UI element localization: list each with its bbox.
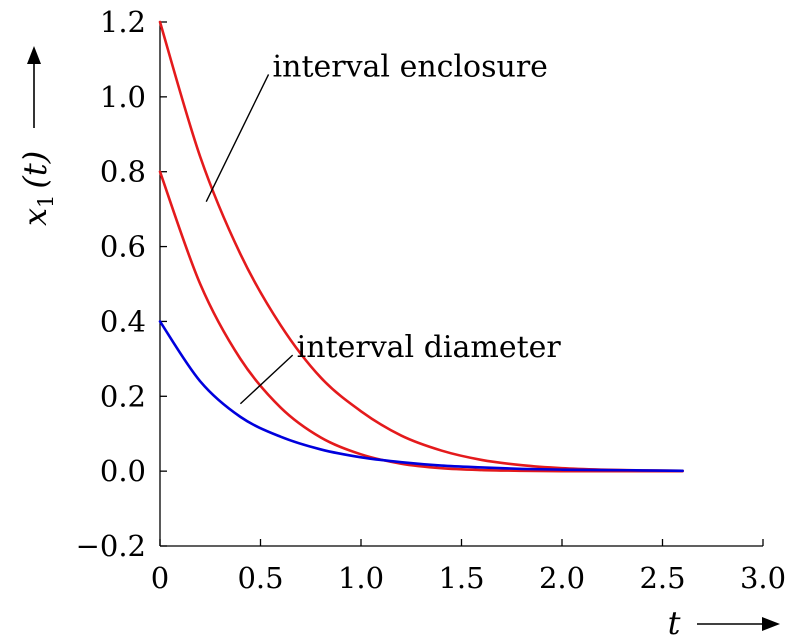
y-tick-label: 0.2 [100,379,146,413]
annotation-enclosure-label: interval enclosure [273,49,548,84]
x-axis-title: t [668,604,681,639]
annotation-layer: interval enclosure interval diameter [205,49,562,405]
x-tick-label: 3.0 [740,561,786,595]
series-layer [158,20,684,473]
x-tick-label: 0.5 [237,561,283,595]
x-tick-label: 2.5 [639,561,685,595]
y-tick-label: −0.2 [76,529,146,563]
x-tick-label: 0 [151,561,169,595]
y-tick-label: 0.6 [100,230,146,264]
y-axis-title: x1 (t) [16,151,58,226]
x-axis-arrow-head [762,617,780,631]
y-axis-title-main: x [16,208,54,226]
y-tick-label: 0.4 [100,304,146,338]
x-tick-label: 2.0 [539,561,585,595]
y-tick-label: 0.8 [100,155,146,189]
y-tick-label: 0.0 [100,454,146,488]
annotation-diameter-label: interval diameter [297,330,562,365]
enclosure-upper-line [158,20,684,473]
diameter-line [158,320,684,473]
y-tick-label: 1.2 [100,5,146,39]
x-tick-label: 1.0 [338,561,384,595]
y-tick-label: 1.0 [100,80,146,114]
y-axis-title-text: x1 (t) [16,151,58,226]
x-tick-label: 1.5 [438,561,484,595]
y-axis-arrow-head [27,46,41,64]
axes: −0.2 0.0 0.2 0.4 0.6 0.8 1.0 1.2 0 0.5 1.0 1.5 2.0 2.… [76,5,786,595]
y-axis-title-arg: (t) [16,151,54,189]
enclosure-lower-line [158,170,684,473]
y-axis-title-sub: 1 [34,195,58,208]
axis-labels: t x1 (t) [16,46,780,639]
annotation-diameter-leader [239,354,294,405]
annotation-enclosure-leader [205,74,270,202]
